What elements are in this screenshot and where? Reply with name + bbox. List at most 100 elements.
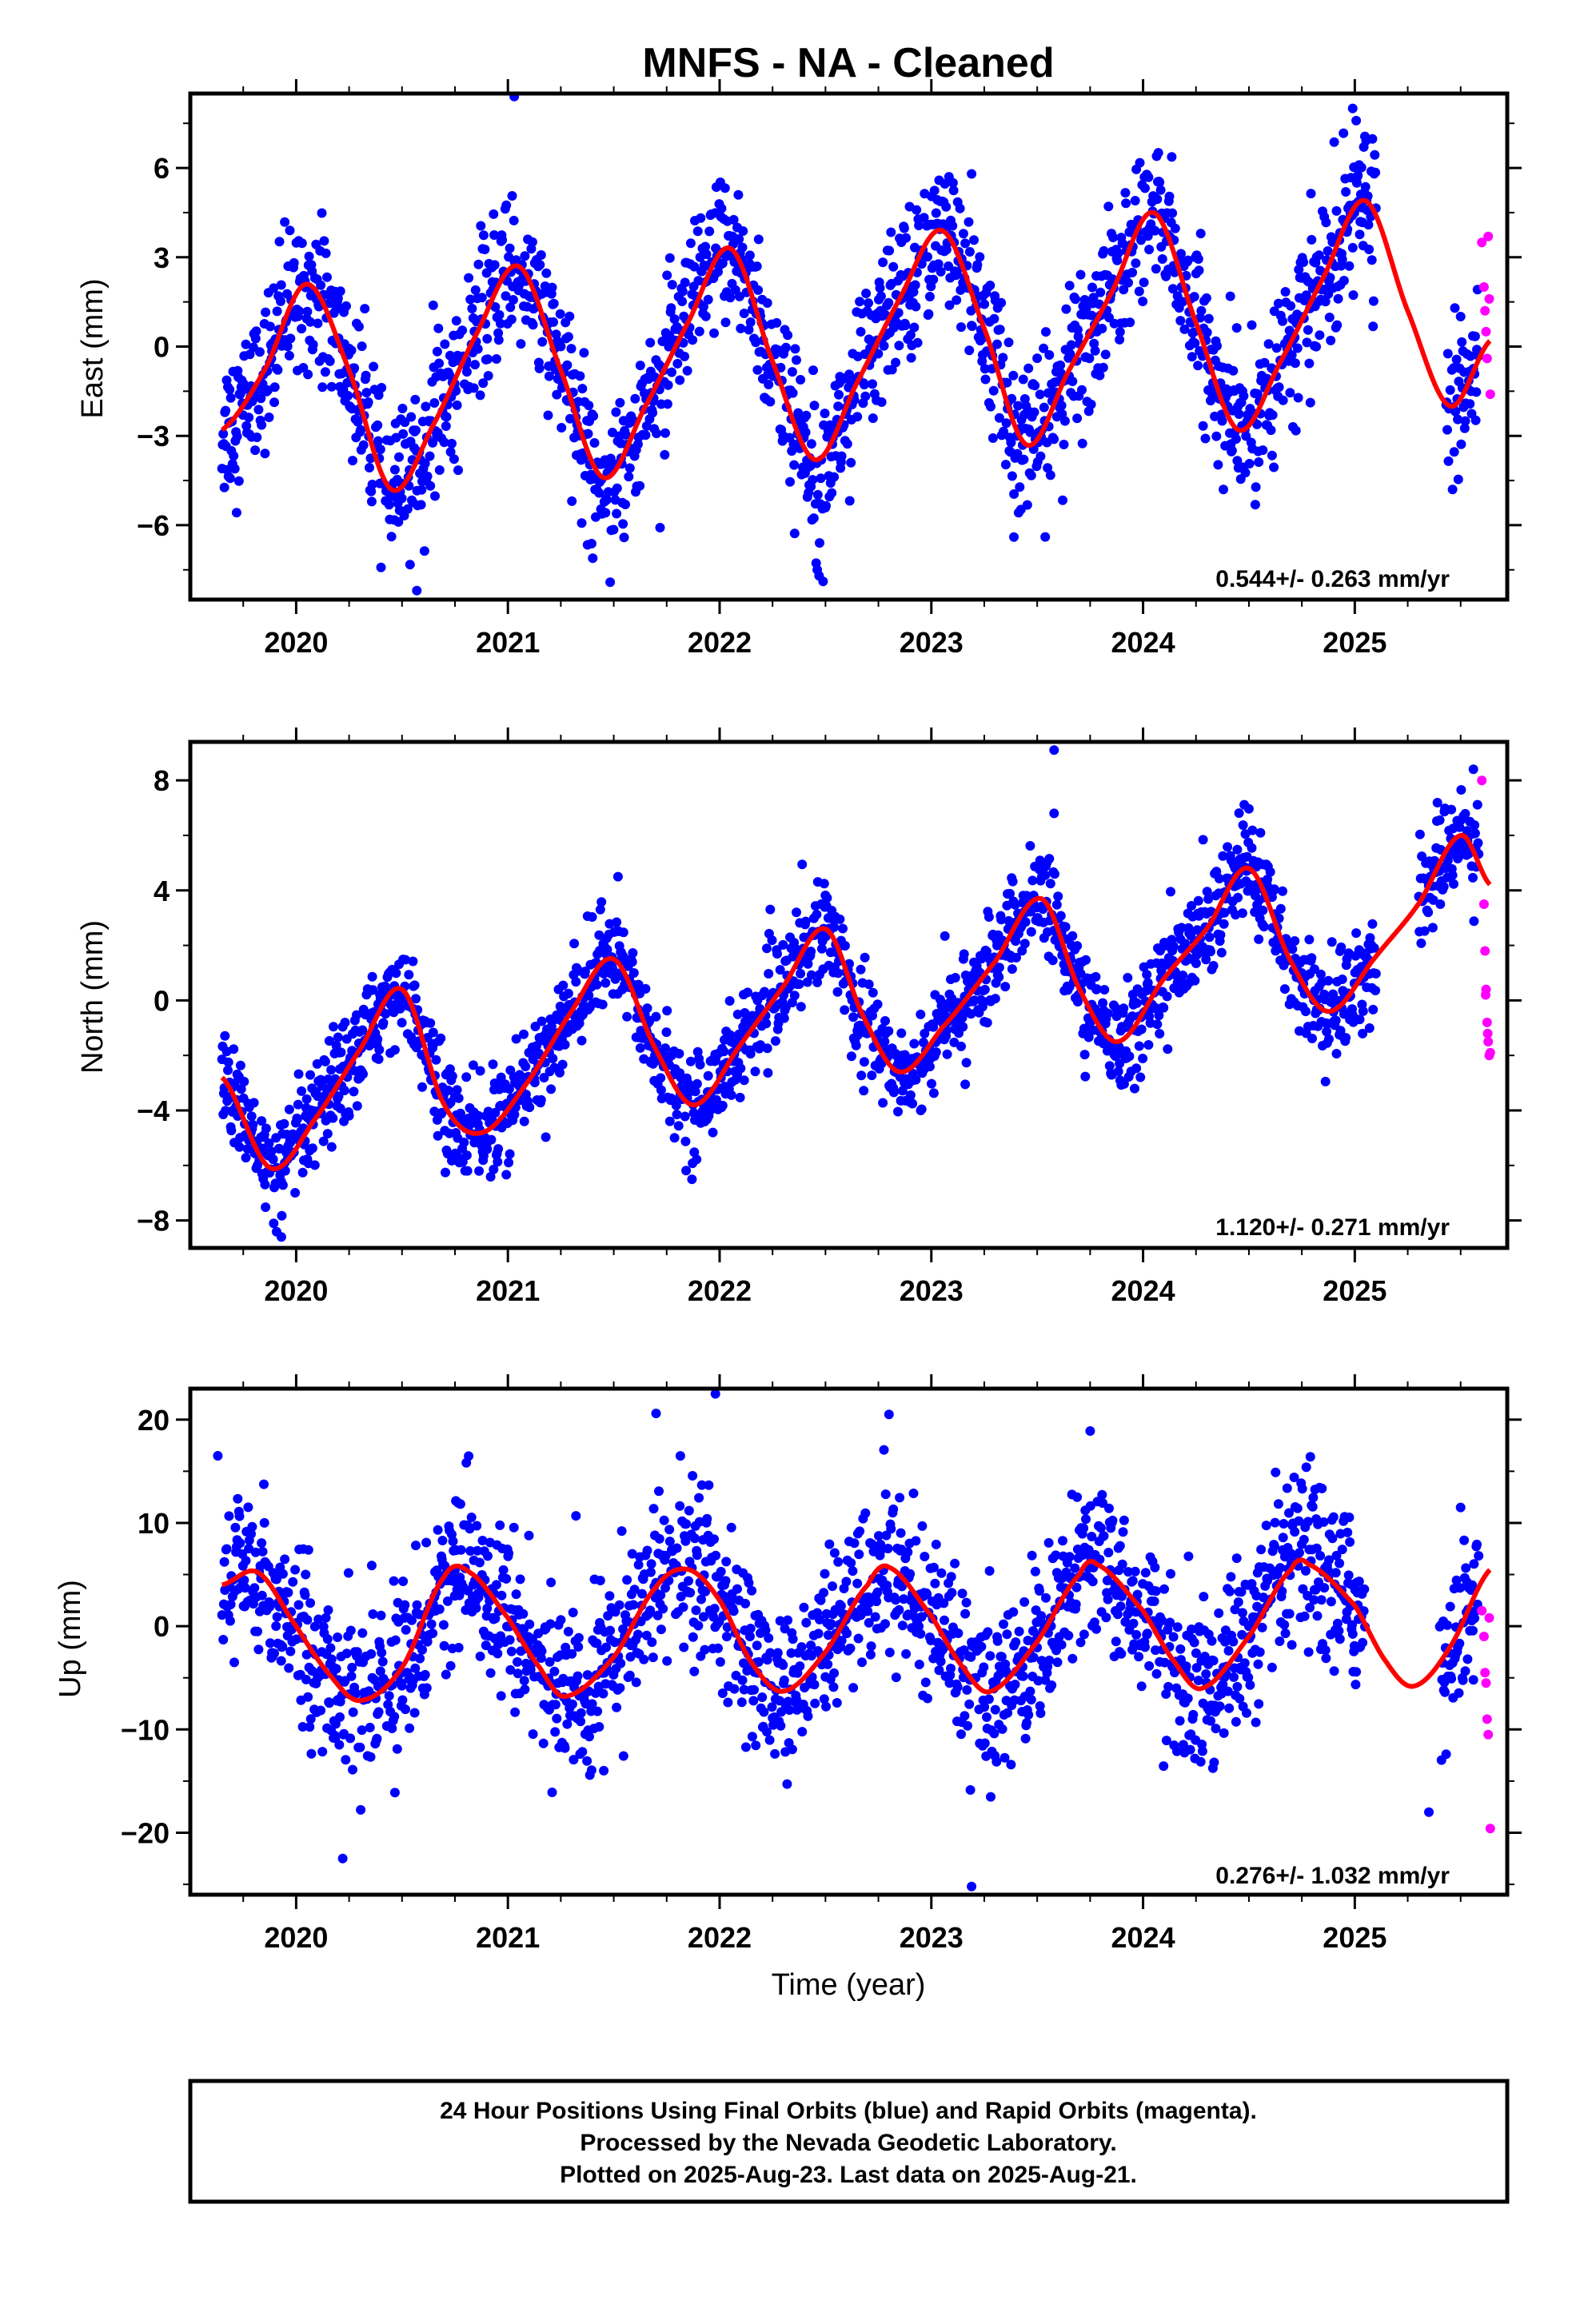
final-orbit-point: [905, 1569, 915, 1579]
final-orbit-point: [808, 365, 818, 375]
final-orbit-point: [1119, 1003, 1128, 1013]
final-orbit-point: [341, 301, 351, 311]
final-orbit-point: [549, 1667, 559, 1676]
final-orbit-point: [579, 348, 589, 357]
final-orbit-point: [1232, 323, 1242, 333]
final-orbit-point: [401, 1704, 410, 1714]
final-orbit-point: [349, 1708, 358, 1717]
final-orbit-point: [285, 351, 294, 361]
final-orbit-point: [429, 398, 439, 408]
final-orbit-point: [301, 1590, 310, 1600]
final-orbit-point: [277, 281, 286, 290]
final-orbit-point: [390, 1045, 400, 1054]
final-orbit-point: [327, 1142, 337, 1152]
final-orbit-point: [571, 977, 581, 987]
final-orbit-point: [436, 1034, 445, 1043]
final-orbit-point: [616, 1659, 625, 1668]
final-orbit-point: [929, 1563, 939, 1573]
final-orbit-point: [413, 1600, 422, 1610]
y-tick-label: −4: [137, 1094, 170, 1127]
final-orbit-point: [520, 1684, 529, 1694]
final-orbit-point: [748, 1732, 757, 1741]
final-orbit-point: [513, 1668, 523, 1678]
final-orbit-point: [564, 332, 573, 341]
final-orbit-point: [569, 939, 579, 948]
final-orbit-point: [556, 309, 565, 319]
final-orbit-point: [1219, 919, 1229, 929]
final-orbit-point: [1423, 907, 1433, 917]
final-orbit-point: [235, 1142, 245, 1152]
final-orbit-point: [229, 451, 238, 460]
final-orbit-point: [1307, 235, 1316, 245]
final-orbit-point: [297, 324, 306, 333]
final-orbit-point: [364, 397, 373, 407]
final-orbit-point: [674, 1049, 684, 1058]
final-orbit-point: [1371, 986, 1380, 995]
final-orbit-point: [361, 371, 371, 381]
final-orbit-point: [1332, 206, 1342, 216]
final-orbit-point: [886, 228, 896, 237]
final-orbit-point: [1339, 129, 1348, 138]
final-orbit-point: [505, 244, 515, 253]
final-orbit-point: [258, 1547, 268, 1557]
final-orbit-point: [912, 205, 921, 215]
final-orbit-point: [856, 965, 866, 975]
final-orbit-point: [771, 1036, 780, 1046]
final-orbit-point: [417, 485, 426, 495]
final-orbit-point: [860, 392, 870, 401]
final-orbit-point: [960, 238, 970, 248]
final-orbit-point: [321, 249, 331, 258]
final-orbit-point: [1156, 185, 1166, 195]
final-orbit-point: [985, 281, 995, 290]
final-orbit-point: [1212, 341, 1222, 351]
final-orbit-point: [425, 452, 435, 461]
final-orbit-point: [852, 1579, 862, 1589]
final-orbit-point: [810, 1699, 820, 1708]
final-orbit-point: [475, 1558, 485, 1568]
final-orbit-point: [1331, 1015, 1341, 1025]
final-orbit-point: [1355, 229, 1365, 239]
final-orbit-point: [613, 872, 623, 882]
final-orbit-point: [548, 1054, 557, 1063]
final-orbit-point: [856, 1070, 866, 1080]
final-orbit-point: [981, 375, 991, 385]
final-orbit-point: [704, 1071, 713, 1081]
final-orbit-point: [1338, 975, 1347, 984]
final-orbit-point: [233, 1494, 242, 1504]
final-orbit-point: [441, 1670, 451, 1680]
final-orbit-point: [449, 454, 459, 464]
final-orbit-point: [1135, 1073, 1145, 1082]
final-orbit-point: [477, 293, 487, 302]
final-orbit-point: [1247, 843, 1257, 853]
final-orbit-point: [504, 1158, 513, 1167]
final-orbit-point: [1159, 1003, 1168, 1013]
final-orbit-point: [680, 352, 689, 361]
final-orbit-point: [878, 1098, 888, 1108]
final-orbit-point: [333, 1632, 342, 1642]
final-orbit-point: [761, 1018, 771, 1028]
final-orbit-point: [577, 518, 587, 528]
final-orbit-point: [796, 969, 805, 979]
final-orbit-point: [1267, 425, 1276, 435]
final-orbit-point: [1020, 939, 1030, 948]
x-axis-label: Time (year): [772, 1968, 926, 2002]
final-orbit-point: [525, 1102, 534, 1112]
final-orbit-point: [234, 476, 244, 486]
final-orbit-point: [740, 309, 749, 318]
final-orbit-point: [343, 391, 353, 401]
rapid-orbit-point: [1480, 947, 1490, 956]
x-tick-label: 2024: [1111, 1274, 1175, 1307]
final-orbit-point: [801, 917, 811, 927]
x-tick-label: 2022: [688, 626, 752, 659]
final-orbit-point: [763, 1043, 772, 1053]
final-orbit-point: [1135, 1042, 1144, 1051]
final-orbit-point: [876, 292, 886, 301]
final-orbit-point: [550, 1727, 560, 1736]
final-orbit-point: [537, 250, 546, 260]
final-orbit-point: [562, 361, 572, 370]
final-orbit-point: [1465, 399, 1474, 409]
final-orbit-point: [288, 1577, 297, 1587]
final-orbit-point: [920, 1552, 929, 1561]
final-orbit-point: [952, 295, 961, 305]
final-orbit-point: [782, 1780, 792, 1789]
